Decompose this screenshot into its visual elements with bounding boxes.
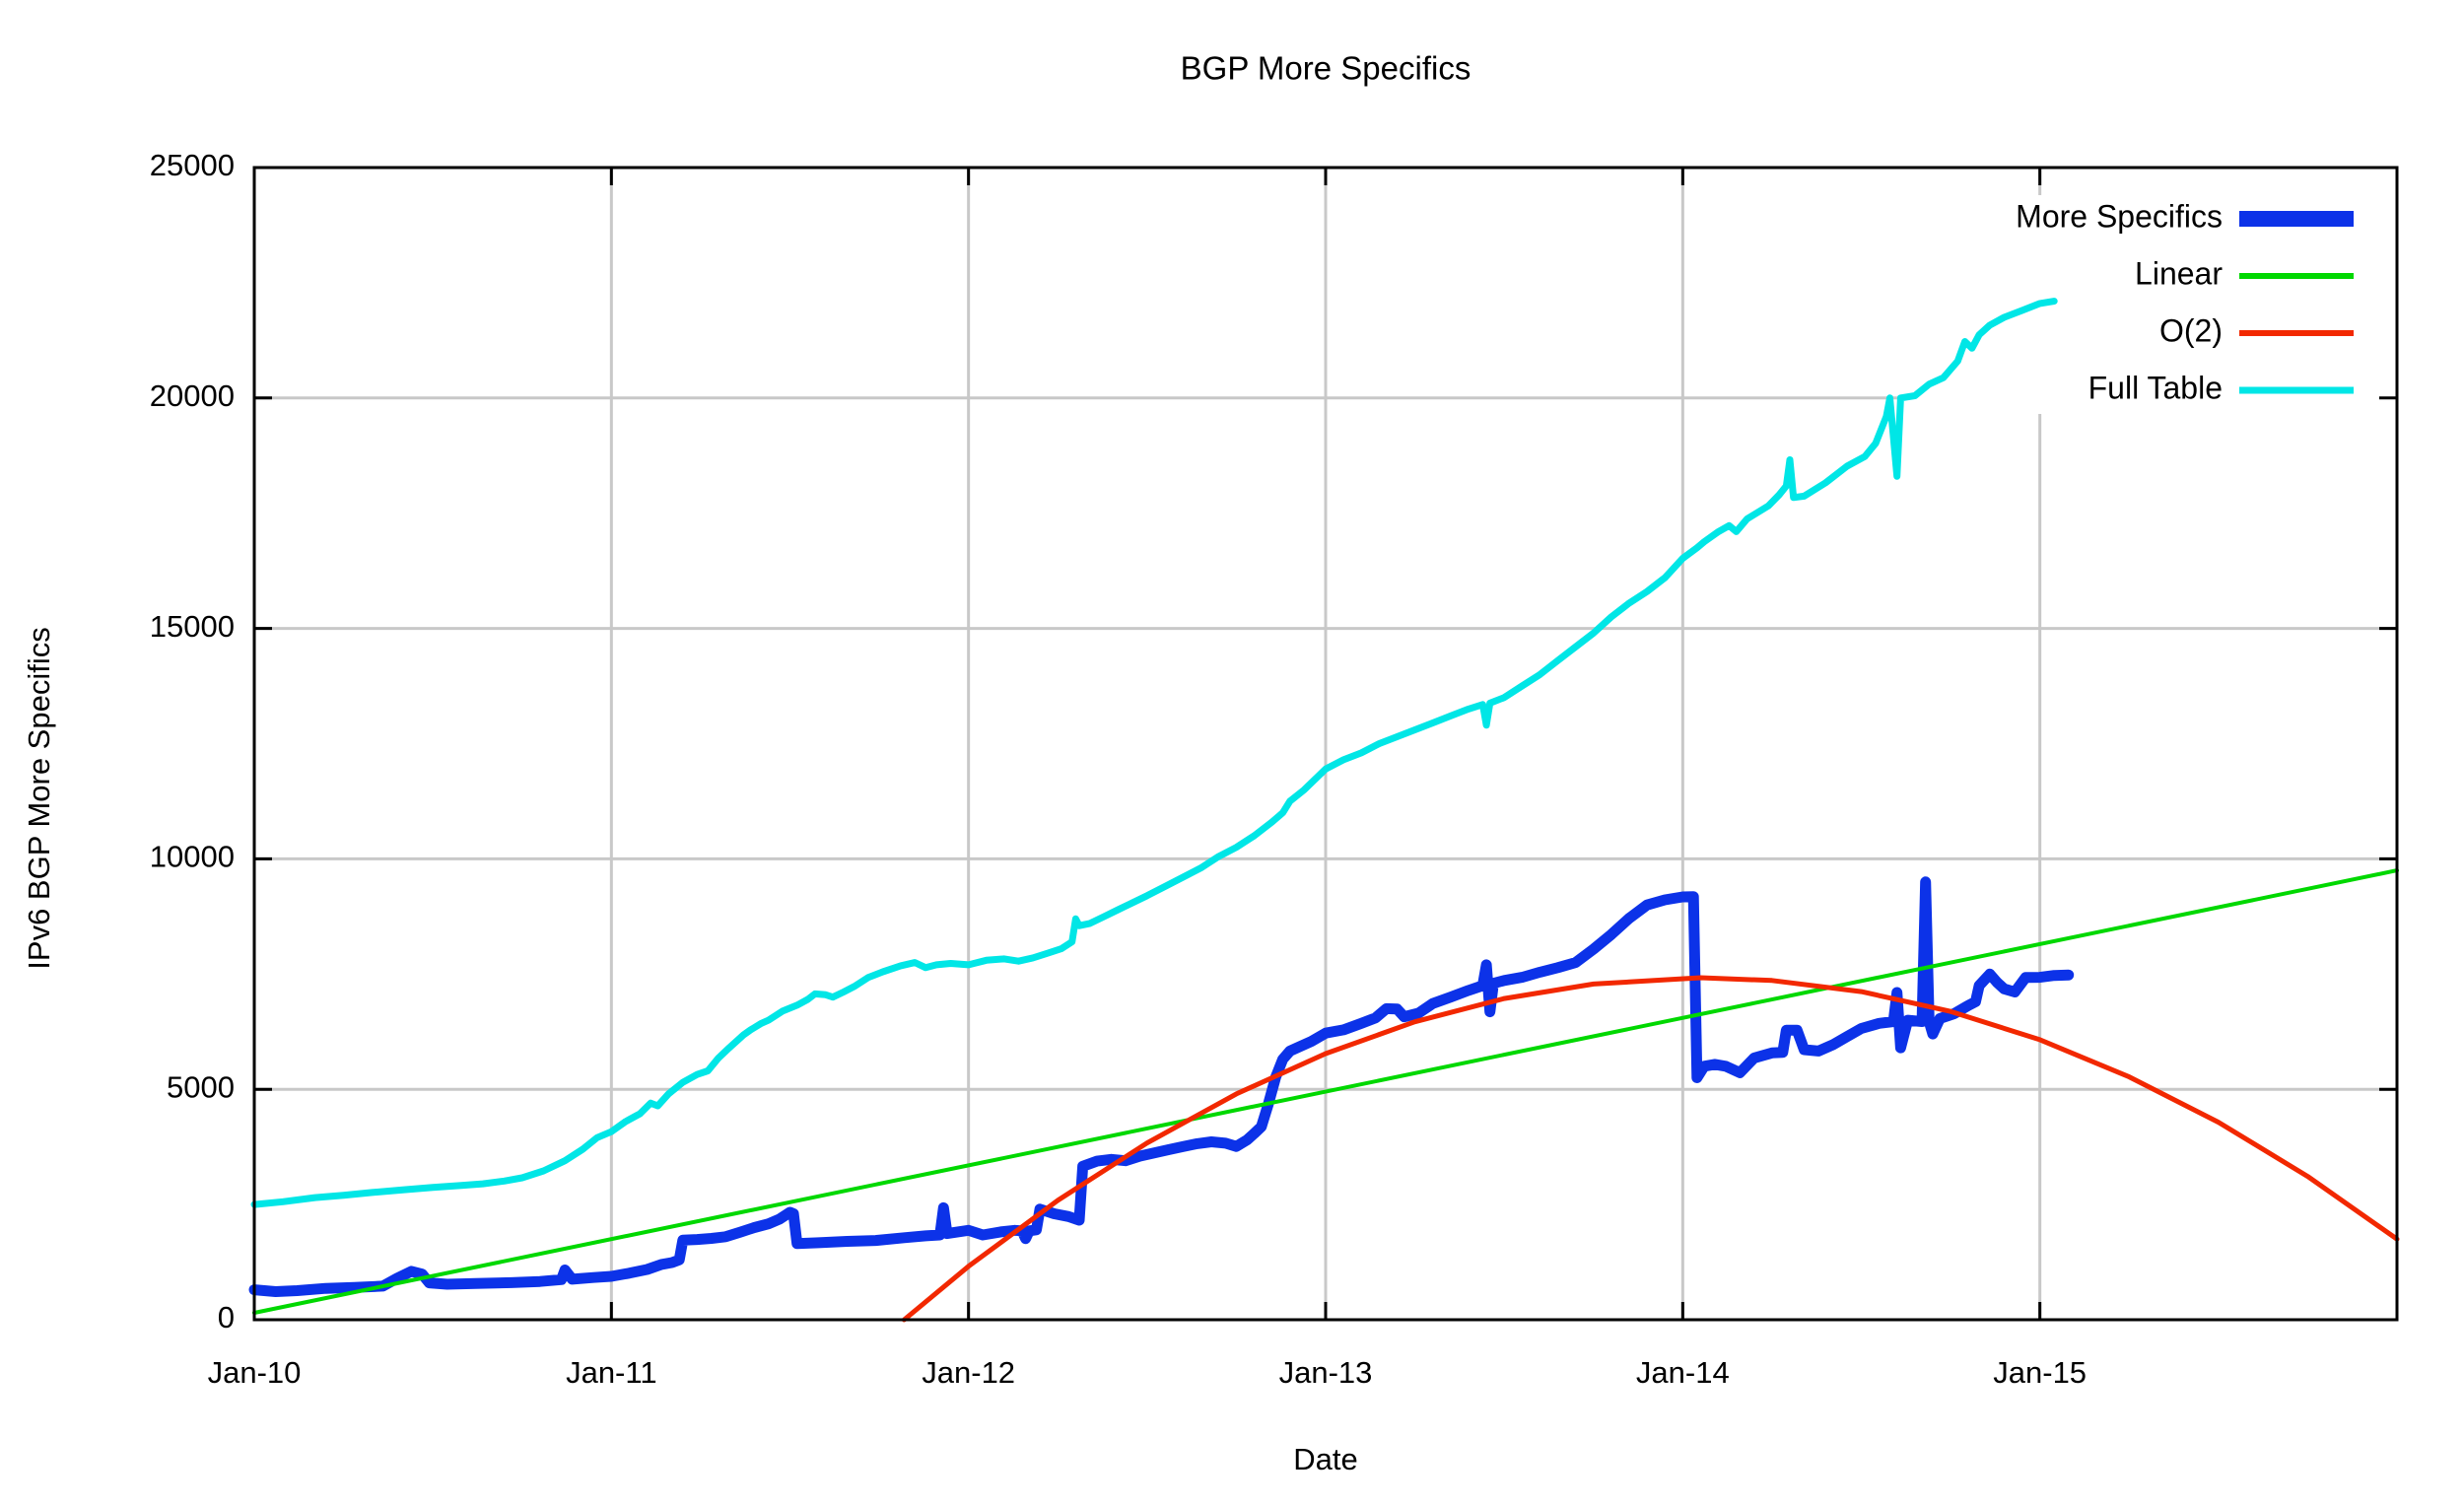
legend-label-full-table: Full Table (2088, 370, 2223, 405)
y-tick-label: 10000 (150, 840, 235, 874)
series-line-full-table (250, 298, 2058, 1208)
y-tick-label: 25000 (150, 148, 235, 182)
legend-label-linear: Linear (2135, 255, 2223, 291)
y-tick-label: 5000 (167, 1069, 235, 1104)
grid-layer (254, 168, 2397, 1320)
legend-label-more-specifics: More Specifics (2016, 198, 2223, 234)
legend-label-o2: O(2) (2159, 312, 2223, 348)
y-tick-label: 20000 (150, 378, 235, 413)
y-tick-label: 0 (218, 1300, 235, 1335)
series-line-o-2- (901, 975, 2400, 1323)
chart-title: BGP More Specifics (1181, 50, 1472, 87)
x-tick-label: Jan-13 (1279, 1355, 1373, 1390)
tick-label-layer: Jan-10 Jan-11 Jan-12 Jan-13 Jan-14 Jan-15 0 500… (150, 148, 2087, 1390)
axis-layer (252, 166, 2399, 1322)
legend: More Specifics Linear O(2) Full Table (2016, 198, 2354, 405)
x-tick-label: Jan-11 (566, 1355, 657, 1390)
legend-swatch-layer (2239, 211, 2354, 394)
x-tick-label: Jan-15 (1993, 1355, 2087, 1390)
y-axis-label: IPv6 BGP More Specifics (22, 627, 56, 969)
y-tick-label: 15000 (150, 609, 235, 644)
series-line-linear (252, 868, 2399, 1315)
series-layer (248, 298, 2400, 1323)
series-line-more-specifics (248, 876, 2075, 1297)
x-tick-label: Jan-10 (208, 1355, 302, 1390)
x-axis-label: Date (1293, 1442, 1357, 1476)
x-tick-label: Jan-14 (1636, 1355, 1730, 1390)
x-tick-label: Jan-12 (922, 1355, 1015, 1390)
